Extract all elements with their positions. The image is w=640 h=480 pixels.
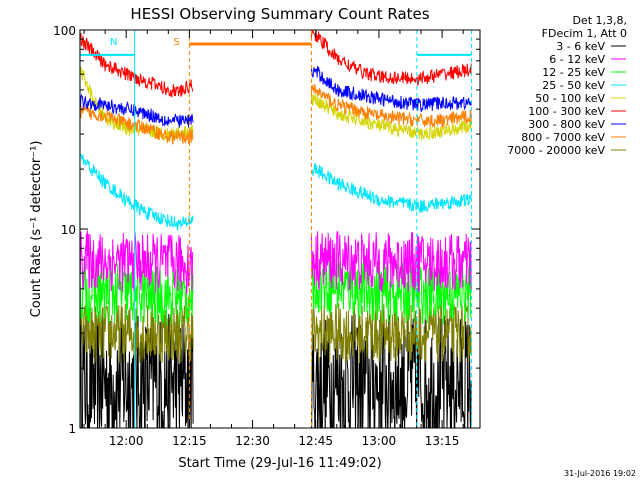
flag-label-n: N xyxy=(110,37,117,48)
series-line-4-2 xyxy=(311,161,472,213)
legend-entry-label: 300 - 800 keV xyxy=(528,118,605,131)
footer-date: 31-Jul-2016 19:02 xyxy=(564,469,636,478)
series-group xyxy=(80,30,472,428)
series-line-1-1 xyxy=(80,313,194,428)
legend-entry-label: 7000 - 20000 keV xyxy=(507,144,605,157)
series-line-8-1 xyxy=(80,105,194,145)
series-line-5-2 xyxy=(311,93,472,141)
axis-layer: 12:00 12:15 12:30 12:45 13:00 13:15 1 10 100 xyxy=(53,24,480,448)
plot-frame xyxy=(79,29,481,429)
x-tick-label: 12:30 xyxy=(235,434,270,448)
y-tick-label: 100 xyxy=(53,24,76,38)
legend-entry-label: 100 - 300 keV xyxy=(528,105,605,118)
chart-title: HESSI Observing Summary Count Rates xyxy=(130,5,429,23)
x-tick-label: 13:00 xyxy=(362,434,397,448)
y-tick-label: 1 xyxy=(68,422,76,436)
legend-entry-label: 6 - 12 keV xyxy=(549,53,605,66)
series-line-2-1 xyxy=(80,230,194,295)
y-tick-label: 10 xyxy=(61,223,76,237)
y-axis-label: Count Rate (s⁻¹ detector⁻¹) xyxy=(29,141,44,318)
legend-entry-label: 3 - 6 keV xyxy=(556,40,605,53)
legend-entry-label: 12 - 25 keV xyxy=(542,66,605,79)
series-line-2-2 xyxy=(311,230,472,293)
x-tick-label: 12:45 xyxy=(298,434,333,448)
series-line-9-2 xyxy=(311,302,472,364)
legend-header-line: FDecim 1, Att 0 xyxy=(542,27,627,40)
x-tick-label: 13:15 xyxy=(425,434,460,448)
legend-entry-label: 50 - 100 keV xyxy=(535,92,605,105)
series-line-6-2 xyxy=(311,30,472,87)
legend-entry-label: 800 - 7000 keV xyxy=(521,131,605,144)
legend-header-line: Det 1,3,8, xyxy=(572,14,627,27)
legend-entry-label: 25 - 50 keV xyxy=(542,79,605,92)
series-line-7-1 xyxy=(80,93,194,128)
series-line-8-2 xyxy=(311,83,472,129)
series-line-9-1 xyxy=(80,303,194,364)
x-tick-label: 12:15 xyxy=(172,434,207,448)
flag-label-s: S xyxy=(174,37,180,48)
series-line-4-1 xyxy=(80,153,194,231)
series-line-7-2 xyxy=(311,66,472,112)
x-tick-label: 12:00 xyxy=(109,434,144,448)
x-axis-label: Start Time (29-Jul-16 11:49:02) xyxy=(178,456,381,471)
